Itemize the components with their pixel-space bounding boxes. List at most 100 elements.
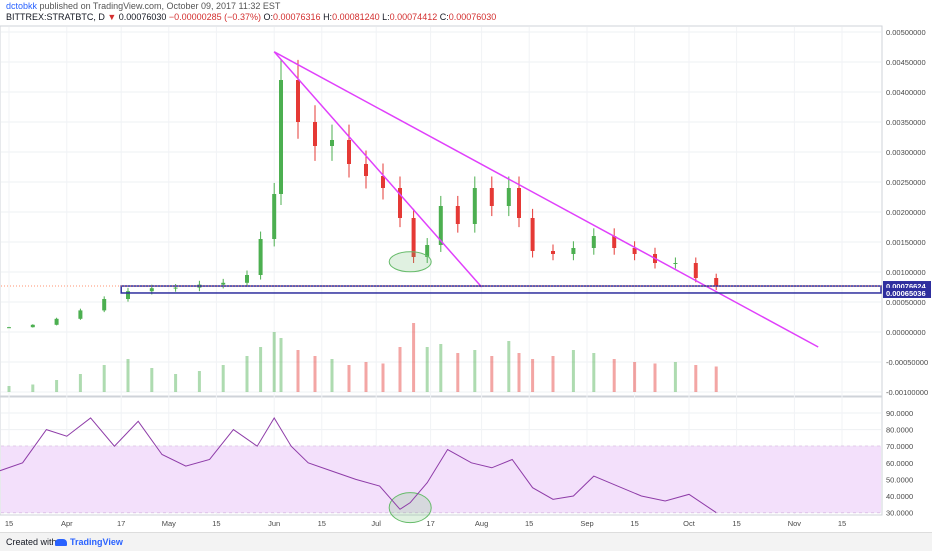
volume-bar: [456, 353, 460, 392]
volume-bar: [313, 356, 317, 392]
price-tick-label: -0.00100000: [886, 388, 928, 397]
rsi-tick-label: 90.0000: [886, 409, 913, 418]
published-text: published on TradingView.com, October 09…: [37, 1, 281, 11]
rsi-tick-label: 80.0000: [886, 426, 913, 435]
volume-bar: [612, 359, 616, 392]
volume-bar: [673, 362, 677, 392]
high-label: H:: [323, 12, 333, 22]
price-label-bg: [883, 281, 931, 292]
price-label: 0.00076624: [886, 282, 926, 291]
candle: [221, 282, 226, 285]
highlight-ellipse: [388, 251, 432, 273]
candle: [126, 291, 130, 299]
time-tick-label: Jun: [268, 519, 280, 528]
rsi-highlight-ellipse: [388, 492, 432, 524]
candle: [347, 140, 351, 164]
volume-bar: [490, 356, 494, 392]
candle: [364, 164, 368, 176]
volume-bar: [398, 347, 402, 392]
volume-bar: [245, 356, 249, 392]
time-tick-label: 15: [838, 519, 846, 528]
time-tick-label: Apr: [61, 519, 73, 528]
volume-bar: [31, 384, 35, 392]
volume-bar: [425, 347, 429, 392]
volume-bar: [330, 359, 334, 392]
candle: [472, 188, 477, 224]
time-tick-label: 15: [525, 519, 533, 528]
candle: [30, 324, 35, 328]
time-tick-label: 17: [426, 519, 434, 528]
volume-bar: [102, 365, 106, 392]
volume-bar: [347, 365, 351, 392]
rsi-tick-label: 60.0000: [886, 459, 913, 468]
candle: [673, 263, 678, 264]
volume-bar: [55, 380, 59, 392]
time-tick-label: 15: [630, 519, 638, 528]
time-tick-label: 17: [117, 519, 125, 528]
open-label: O:: [263, 12, 273, 22]
candle: [102, 299, 107, 311]
volume-bar: [439, 344, 443, 392]
volume-bars: [7, 323, 718, 392]
author-link[interactable]: dctobkk: [6, 1, 38, 11]
brand-label: TradingView: [70, 537, 123, 547]
close-value: 0.00076030: [448, 12, 497, 22]
time-axis[interactable]: 15 Apr 17 May 15 Jun 15 Jul 17 Aug 15 Sep 15 Oct 15 Nov…: [5, 519, 846, 528]
candle: [330, 140, 334, 146]
rsi-tick-label: 30.0000: [886, 509, 913, 518]
volume-bar: [412, 323, 416, 392]
candle: [398, 188, 402, 218]
candle: [612, 236, 617, 248]
candle: [489, 188, 494, 206]
price-tick-label: -0.00050000: [886, 358, 928, 367]
chart-area[interactable]: 0.00500000 0.00450000 0.00400000 0.00350000…: [0, 0, 932, 532]
rsi-band: [1, 446, 881, 513]
volume-bar: [592, 353, 596, 392]
symbol-label: BITTREX:STRATBTC, D: [6, 12, 105, 22]
price-tick-label: 0.00150000: [886, 238, 926, 247]
volume-bar: [259, 347, 263, 392]
candle: [455, 206, 460, 224]
rsi-tick-label: 70.0000: [886, 442, 913, 451]
time-tick-label: 15: [5, 519, 13, 528]
price-candles: [7, 59, 719, 329]
volume-bar: [633, 362, 637, 392]
time-tick-label: Sep: [580, 519, 593, 528]
time-tick-label: Aug: [475, 519, 488, 528]
time-tick-label: Jul: [371, 519, 381, 528]
candle: [506, 188, 511, 206]
candle: [381, 176, 385, 188]
rsi-axis[interactable]: 90.0000 80.0000 70.0000 60.0000 50.0000 40.00…: [886, 409, 913, 518]
low-value: 0.00074412: [389, 12, 438, 22]
candle: [279, 80, 283, 194]
candle: [591, 236, 596, 248]
candle: [78, 310, 83, 319]
rsi-tick-label: 40.0000: [886, 492, 913, 501]
volume-bar: [174, 374, 178, 392]
candle: [530, 218, 535, 251]
drawings[interactable]: [1, 51, 882, 524]
price-tick-label: 0.00050000: [886, 298, 926, 307]
price-tick-label: 0.00250000: [886, 178, 926, 187]
volume-bar: [364, 362, 368, 392]
time-tick-label: 15: [212, 519, 220, 528]
volume-bar: [296, 350, 300, 392]
support-band: [120, 285, 882, 294]
candle: [632, 248, 637, 254]
time-tick-label: May: [162, 519, 176, 528]
candle: [149, 288, 154, 292]
price-tick-label: 0.00200000: [886, 208, 926, 217]
candle: [296, 80, 300, 122]
tradingview-logo[interactable]: TradingView: [55, 533, 123, 551]
price-axis[interactable]: 0.00500000 0.00450000 0.00400000 0.00350000…: [886, 28, 928, 397]
candle: [693, 263, 698, 278]
volume-bar: [694, 365, 698, 392]
candle: [245, 275, 249, 283]
candle: [258, 239, 263, 275]
price-tick-label: 0.00000000: [886, 328, 926, 337]
candle: [438, 206, 443, 245]
time-tick-label: Oct: [683, 519, 696, 528]
created-with-text: Created with: [6, 537, 57, 547]
price-tick-label: 0.00350000: [886, 118, 926, 127]
